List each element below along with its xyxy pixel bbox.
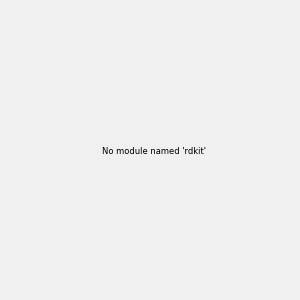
Text: No module named 'rdkit': No module named 'rdkit' [102, 147, 206, 156]
